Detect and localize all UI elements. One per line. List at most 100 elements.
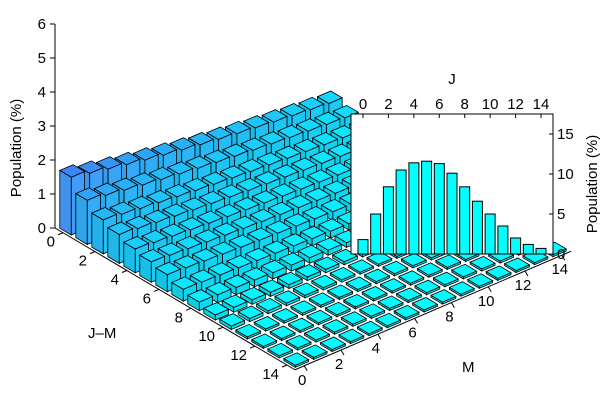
inset-y-tick-label: 10 [557,166,574,183]
inset-x-axis-label: J [448,71,456,88]
x-tick-label: 10 [198,328,215,345]
bar3d [299,225,327,247]
bar3d [278,252,306,272]
bar3d [345,276,372,293]
bar3d [255,297,283,315]
bar3d [239,286,267,306]
bar3d [292,282,320,299]
bar3d [290,300,317,317]
bar3d [310,274,338,291]
inset-bar [535,247,547,255]
x-tick-label: 2 [79,253,87,270]
y-tick-label: 12 [515,277,532,294]
bar3d [269,325,296,342]
bar3d [313,256,340,274]
bar3d [205,281,232,304]
y-tick-label: 2 [335,356,343,373]
z-tick-label: 3 [38,118,46,135]
bar3d [274,290,301,307]
bar3d [400,252,428,269]
inset-x-tick-label: 2 [384,96,392,113]
x-tick-label: 8 [175,309,183,326]
z-tick-label: 5 [38,50,46,67]
inset-bar [421,160,433,255]
bar3d [281,233,308,255]
inset-x-tick-label: 6 [435,96,443,113]
bar3d [294,264,322,282]
inset-x-tick-label: 8 [461,96,469,113]
inset-bar [497,225,509,255]
bar3d [308,292,336,309]
bar3d [154,261,182,293]
bar3d [258,279,285,298]
inset-bar [484,213,496,255]
bar3d [287,317,315,334]
main-z-axis-label: Population (%) [8,99,25,197]
bar3d [260,259,288,280]
bar3d [218,313,246,331]
bar3d [250,333,278,350]
inset-bar [408,162,420,255]
x-tick-label: 14 [262,366,279,383]
bar3d [356,320,384,337]
z-tick-label: 1 [38,186,46,203]
z-tick-label: 4 [38,84,46,101]
bar3d [411,297,439,313]
bar3d [416,262,444,279]
bar3d [485,265,512,282]
bar3d [503,257,531,274]
inset-bar [459,186,471,255]
bar3d [329,266,356,283]
bar3d [297,244,324,264]
bar3d [276,271,304,290]
inset-bar [433,163,445,255]
bar3d [448,281,476,297]
x-tick-label: 4 [111,272,119,289]
bar3d [322,319,349,335]
bar3d [262,240,290,263]
bar3d [331,248,359,266]
bar3d [347,259,375,275]
y-tick-label: 8 [445,309,453,326]
bar3d [366,251,393,268]
inset-bar [446,172,458,255]
y-tick-label: 6 [408,324,416,341]
bar3d [382,260,409,277]
bar3d [393,304,420,321]
y-tick-label: 14 [551,261,568,278]
y-tick-label: 4 [372,340,380,357]
bar3d [315,237,343,257]
bar3d [186,289,214,312]
bar3d [319,336,347,353]
bar3d [395,287,423,304]
bar3d [221,294,248,313]
bar3d [340,311,368,328]
inset-x-tick-label: 10 [482,96,499,113]
inset-y-axis-label: Population (%) [584,135,601,233]
inset-bar [510,237,522,255]
bar3d [322,180,350,205]
z-tick-label: 6 [38,16,46,33]
bar3d [469,255,496,272]
bar3d [303,327,331,343]
inset-bar [522,243,534,255]
bar3d [326,284,354,301]
bar3d [430,289,457,305]
inset-x-tick-label: 12 [507,96,524,113]
bar3d [237,305,264,323]
bar3d [361,286,388,302]
bar3d [432,271,460,288]
inset-bar [382,186,394,255]
bar3d [434,254,462,271]
bar3d [374,312,402,329]
x-tick-label: 12 [230,347,247,364]
bar3d [301,344,328,361]
z-tick-label: 0 [38,220,46,237]
bar3d [253,316,280,332]
inset-y-tick-label: 0 [557,246,565,263]
bar3d [234,323,262,340]
